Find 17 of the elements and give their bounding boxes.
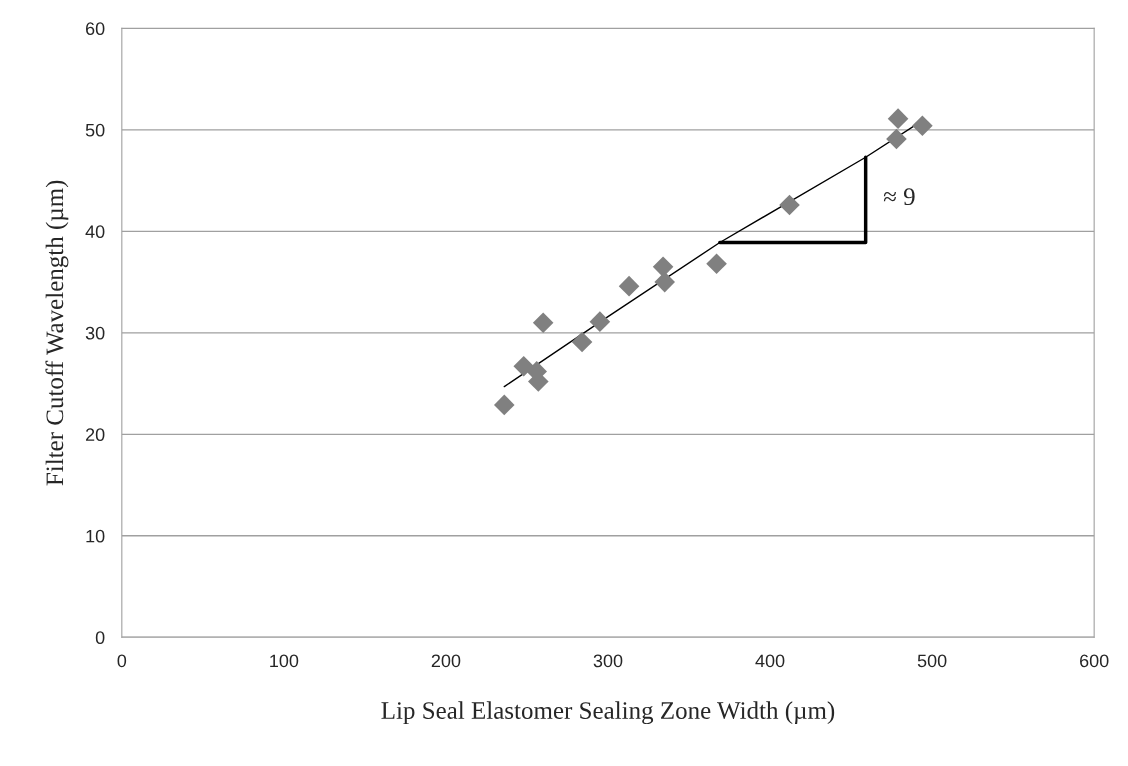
y-tick-label: 30: [85, 326, 105, 340]
x-tick-label: 200: [431, 654, 461, 668]
y-tick-label: 40: [85, 225, 105, 239]
y-tick-label: 20: [85, 428, 105, 442]
y-tick-label: 60: [85, 22, 105, 36]
y-tick-label: 10: [86, 529, 105, 543]
x-tick-label: 400: [755, 654, 785, 668]
x-tick-label: 500: [917, 654, 947, 668]
x-tick-label: 300: [593, 654, 623, 668]
x-axis-title: Lip Seal Elastomer Sealing Zone Width (µm): [381, 701, 835, 725]
x-tick-label: 600: [1080, 654, 1109, 668]
y-axis-title: Filter Cutoff Wavelength (µm): [45, 180, 69, 486]
x-tick-label: 0: [117, 654, 127, 668]
x-tick-label: 100: [270, 654, 299, 668]
y-tick-label: 50: [85, 123, 105, 137]
annotation: ≈ 9: [883, 188, 915, 206]
y-tick-label: 0: [95, 631, 105, 645]
